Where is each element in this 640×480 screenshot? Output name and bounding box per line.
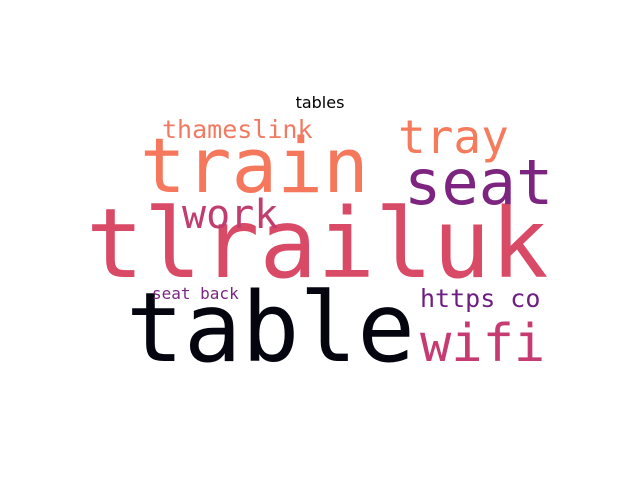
word-seat: seat	[404, 146, 554, 219]
word-train: train	[140, 121, 369, 210]
word-seat-back: seat back	[152, 284, 239, 303]
word-wifi: wifi	[420, 314, 546, 374]
word-tray: tray	[398, 110, 509, 164]
word-tlrailuk: tlrailuk	[86, 188, 549, 300]
plot-title: tables	[295, 93, 345, 112]
word-table: table	[126, 272, 415, 384]
word-thameslink: thameslink	[162, 115, 313, 144]
word-https-co: https co	[420, 284, 541, 313]
word-work: work	[182, 192, 279, 238]
